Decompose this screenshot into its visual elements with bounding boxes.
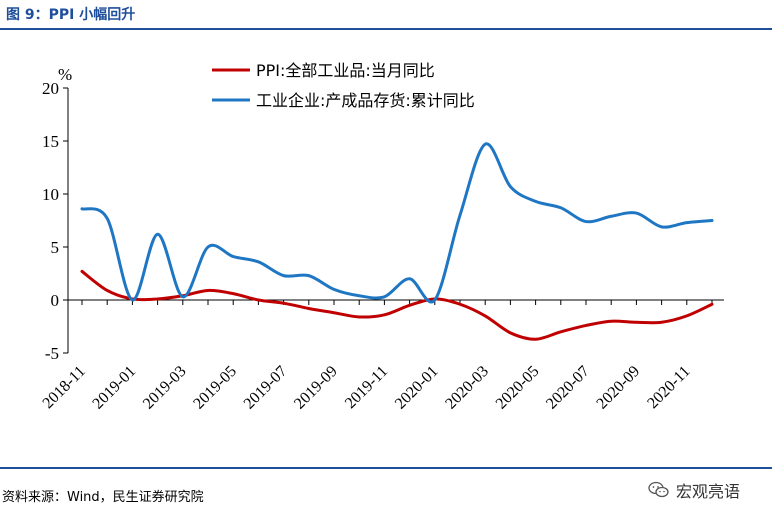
y-tick-label: 10: [42, 185, 59, 204]
y-tick-label: 15: [42, 132, 59, 151]
watermark: 宏观亮语: [648, 478, 740, 502]
x-tick-label: 2019-03: [140, 363, 190, 413]
x-tick-label: 2019-11: [342, 363, 391, 412]
series-2: [80, 142, 714, 304]
x-tick-label: 2020-11: [644, 363, 693, 412]
x-tick-label: 2019-07: [241, 363, 291, 413]
series-line: [80, 142, 714, 304]
y-tick-label: 5: [51, 238, 60, 257]
x-tick-label: 2020-03: [442, 363, 492, 413]
y-tick-label: 0: [51, 291, 60, 310]
x-tick-label: 2020-01: [392, 363, 442, 413]
y-tick-label: -5: [45, 344, 59, 363]
x-tick-label: 2020-09: [593, 363, 643, 413]
x-tick-label: 2019-09: [291, 363, 341, 413]
x-tick-label: 2019-05: [190, 363, 240, 413]
y-tick-label: 20: [42, 79, 59, 98]
bottom-divider: [0, 467, 772, 469]
wechat-icon: [648, 481, 669, 498]
legend-label: PPI:全部工业品:当月同比: [256, 61, 435, 80]
watermark-label: 宏观亮语: [676, 482, 741, 501]
x-tick-label: 2020-05: [493, 363, 543, 413]
x-tick-label: 2019-01: [89, 363, 139, 413]
x-tick-label: 2018-11: [40, 363, 89, 412]
top-divider: [0, 28, 772, 30]
chart-series: [80, 142, 714, 341]
legend-label: 工业企业:产成品存货:累计同比: [256, 91, 475, 110]
x-tick-label: 2020-07: [543, 363, 593, 413]
figure-title: 图 9：PPI 小幅回升: [6, 7, 136, 23]
source-note: 资料来源：Wind，民生证券研究院: [2, 490, 204, 505]
y-axis-unit: %: [58, 65, 72, 84]
